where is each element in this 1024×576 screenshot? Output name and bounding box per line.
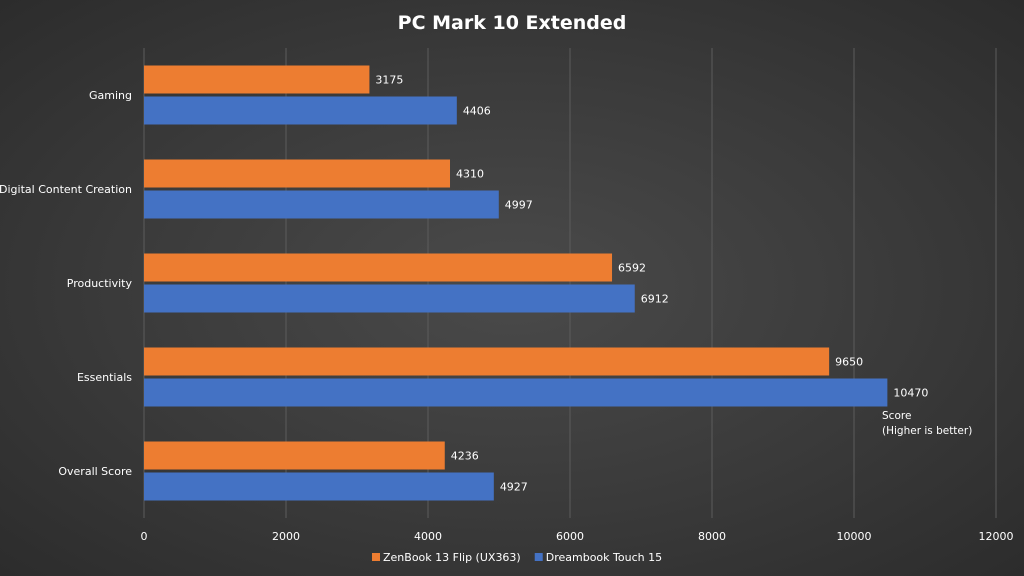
chart-title: PC Mark 10 Extended — [398, 12, 627, 34]
data-label: 6912 — [641, 293, 669, 306]
category-label: Overall Score — [58, 465, 132, 478]
legend: ZenBook 13 Flip (UX363) Dreambook Touch 1… — [372, 551, 662, 564]
category-label: Gaming — [89, 89, 132, 102]
bar — [144, 347, 830, 376]
data-label: 9650 — [835, 356, 863, 369]
legend-swatch — [372, 553, 380, 561]
bar — [144, 65, 370, 94]
bar — [144, 159, 451, 188]
x-tick-label: 8000 — [698, 530, 726, 543]
bar — [144, 441, 445, 470]
category-label: Productivity — [67, 277, 133, 290]
bar — [144, 378, 888, 407]
annotation-line-2: (Higher is better) — [882, 425, 972, 437]
legend-label: Dreambook Touch 15 — [546, 551, 662, 564]
x-tick-label: 2000 — [272, 530, 300, 543]
bars: 3175 4406 4310 4997 6592 6912 9650 10470 4236 492… — [144, 65, 928, 501]
bar — [144, 190, 499, 219]
x-tick-label: 4000 — [414, 530, 442, 543]
x-tick-label: 10000 — [837, 530, 872, 543]
data-label: 4310 — [456, 168, 484, 181]
bar — [144, 96, 457, 125]
data-label: 6592 — [618, 262, 646, 275]
x-tick-label: 12000 — [979, 530, 1014, 543]
legend-label: ZenBook 13 Flip (UX363) — [383, 551, 521, 564]
bar — [144, 472, 494, 501]
x-tick-label: 6000 — [556, 530, 584, 543]
x-tick-label: 0 — [141, 530, 148, 543]
category-labels: Gaming Digital Content Creation Productivi… — [0, 89, 132, 478]
category-label: Essentials — [77, 371, 132, 384]
data-label: 10470 — [893, 387, 928, 400]
data-label: 4997 — [505, 199, 533, 212]
data-label: 3175 — [375, 74, 403, 87]
grid — [143, 48, 997, 518]
annotation-line-1: Score — [882, 410, 911, 422]
legend-swatch — [534, 553, 543, 561]
bar — [144, 284, 635, 313]
category-label: Digital Content Creation — [0, 183, 132, 196]
data-label: 4927 — [500, 481, 528, 494]
bar — [144, 253, 613, 282]
data-label: 4406 — [463, 105, 491, 118]
x-tick-labels: 0 2000 4000 6000 8000 10000 12000 — [141, 530, 1014, 543]
data-label: 4236 — [451, 450, 479, 463]
